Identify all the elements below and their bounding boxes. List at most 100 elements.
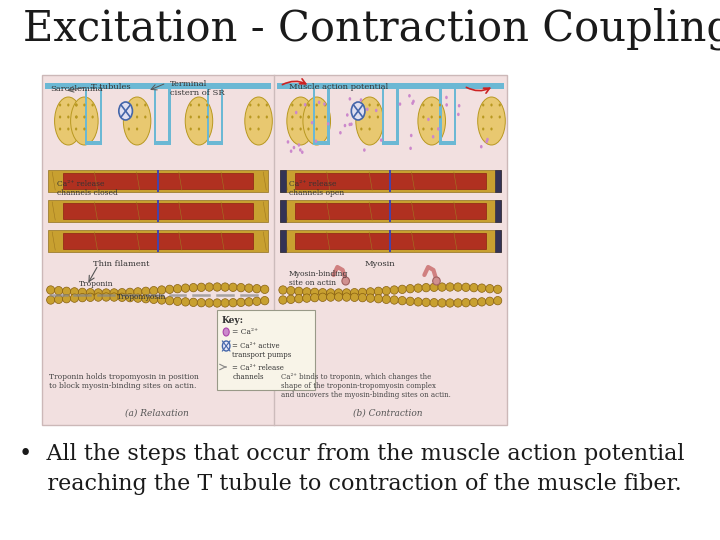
Bar xyxy=(85,141,102,145)
Ellipse shape xyxy=(346,113,348,117)
Text: reaching the T tubule to contraction of the muscle fiber.: reaching the T tubule to contraction of … xyxy=(19,473,682,495)
Bar xyxy=(313,141,330,145)
Ellipse shape xyxy=(127,127,130,131)
Bar xyxy=(221,89,223,144)
Ellipse shape xyxy=(75,116,77,118)
Ellipse shape xyxy=(84,127,86,131)
Ellipse shape xyxy=(205,283,213,291)
Ellipse shape xyxy=(75,104,77,106)
Bar xyxy=(390,200,392,222)
Ellipse shape xyxy=(324,116,326,118)
Text: T tubules: T tubules xyxy=(91,83,130,91)
Ellipse shape xyxy=(315,116,318,118)
Bar xyxy=(454,89,456,144)
Ellipse shape xyxy=(462,283,470,292)
Ellipse shape xyxy=(390,286,398,294)
Ellipse shape xyxy=(335,289,343,297)
Ellipse shape xyxy=(84,104,86,106)
Ellipse shape xyxy=(486,297,494,306)
Ellipse shape xyxy=(409,146,412,150)
Ellipse shape xyxy=(366,107,369,111)
Ellipse shape xyxy=(253,285,261,293)
Ellipse shape xyxy=(59,127,61,131)
Ellipse shape xyxy=(343,124,346,127)
Ellipse shape xyxy=(499,104,501,106)
Bar xyxy=(295,233,485,249)
Ellipse shape xyxy=(181,298,189,306)
Ellipse shape xyxy=(55,295,63,303)
Ellipse shape xyxy=(237,284,245,292)
Bar xyxy=(280,170,286,192)
Text: = Ca²⁺ active
transport pumps: = Ca²⁺ active transport pumps xyxy=(233,342,292,359)
Text: Sarcolemma: Sarcolemma xyxy=(50,85,103,93)
Ellipse shape xyxy=(411,102,414,105)
Bar xyxy=(382,89,384,144)
Ellipse shape xyxy=(291,104,294,106)
Ellipse shape xyxy=(158,296,166,304)
Text: Troponin: Troponin xyxy=(79,280,114,288)
Bar xyxy=(280,230,286,252)
Ellipse shape xyxy=(47,286,55,294)
Ellipse shape xyxy=(76,104,78,106)
Ellipse shape xyxy=(454,283,462,291)
Ellipse shape xyxy=(71,288,78,296)
Ellipse shape xyxy=(458,104,460,107)
Ellipse shape xyxy=(482,104,485,106)
Ellipse shape xyxy=(438,299,446,307)
Ellipse shape xyxy=(258,104,260,106)
Text: (a) Relaxation: (a) Relaxation xyxy=(125,409,189,418)
Bar xyxy=(390,170,392,192)
Ellipse shape xyxy=(422,298,431,307)
Ellipse shape xyxy=(359,288,366,296)
Text: •  All the steps that occur from the muscle action potential: • All the steps that occur from the musc… xyxy=(19,443,685,465)
Ellipse shape xyxy=(374,294,382,303)
Ellipse shape xyxy=(118,288,126,297)
Ellipse shape xyxy=(382,295,390,303)
Ellipse shape xyxy=(307,127,310,131)
Ellipse shape xyxy=(78,293,86,302)
Ellipse shape xyxy=(110,289,118,297)
Ellipse shape xyxy=(205,299,213,307)
Bar xyxy=(63,233,253,249)
Ellipse shape xyxy=(55,286,63,295)
Ellipse shape xyxy=(311,121,313,124)
Bar xyxy=(156,200,159,222)
Ellipse shape xyxy=(351,288,359,297)
Ellipse shape xyxy=(398,296,406,305)
Ellipse shape xyxy=(67,127,69,131)
Ellipse shape xyxy=(457,113,459,116)
Ellipse shape xyxy=(369,127,371,131)
Ellipse shape xyxy=(490,116,492,118)
Bar xyxy=(63,203,253,219)
Ellipse shape xyxy=(482,127,485,131)
Text: Thin filament: Thin filament xyxy=(93,260,150,268)
Text: = Ca²⁺ release
channels: = Ca²⁺ release channels xyxy=(233,364,284,381)
Text: Ca²⁺ binds to troponin, which changes the
shape of the troponin-tropomyosin comp: Ca²⁺ binds to troponin, which changes th… xyxy=(282,373,451,400)
Text: Terminal
cistern of SR: Terminal cistern of SR xyxy=(170,80,225,97)
Ellipse shape xyxy=(237,298,245,307)
Ellipse shape xyxy=(150,295,158,303)
Ellipse shape xyxy=(310,293,319,302)
Ellipse shape xyxy=(310,288,319,296)
Bar xyxy=(207,141,223,145)
Bar xyxy=(280,170,500,192)
Ellipse shape xyxy=(297,143,300,147)
Ellipse shape xyxy=(78,288,86,296)
Ellipse shape xyxy=(438,283,446,291)
Ellipse shape xyxy=(144,104,146,106)
Bar xyxy=(277,83,504,89)
Ellipse shape xyxy=(127,104,130,106)
Ellipse shape xyxy=(119,102,132,120)
Ellipse shape xyxy=(339,131,342,134)
Ellipse shape xyxy=(245,284,253,292)
Ellipse shape xyxy=(348,97,351,100)
Bar xyxy=(495,200,500,222)
Bar xyxy=(295,203,485,219)
Ellipse shape xyxy=(360,127,362,131)
Ellipse shape xyxy=(303,97,330,145)
Ellipse shape xyxy=(213,283,221,291)
Ellipse shape xyxy=(142,287,150,295)
Ellipse shape xyxy=(189,127,192,131)
Ellipse shape xyxy=(494,296,502,305)
Ellipse shape xyxy=(221,283,229,291)
